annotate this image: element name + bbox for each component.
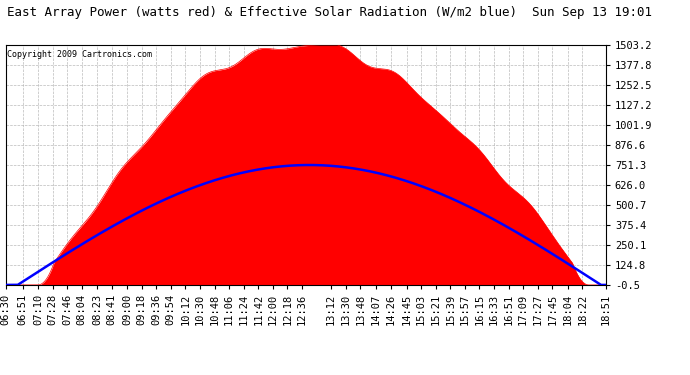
- Text: East Array Power (watts red) & Effective Solar Radiation (W/m2 blue)  Sun Sep 13: East Array Power (watts red) & Effective…: [7, 6, 652, 19]
- Text: Copyright 2009 Cartronics.com: Copyright 2009 Cartronics.com: [7, 50, 152, 59]
